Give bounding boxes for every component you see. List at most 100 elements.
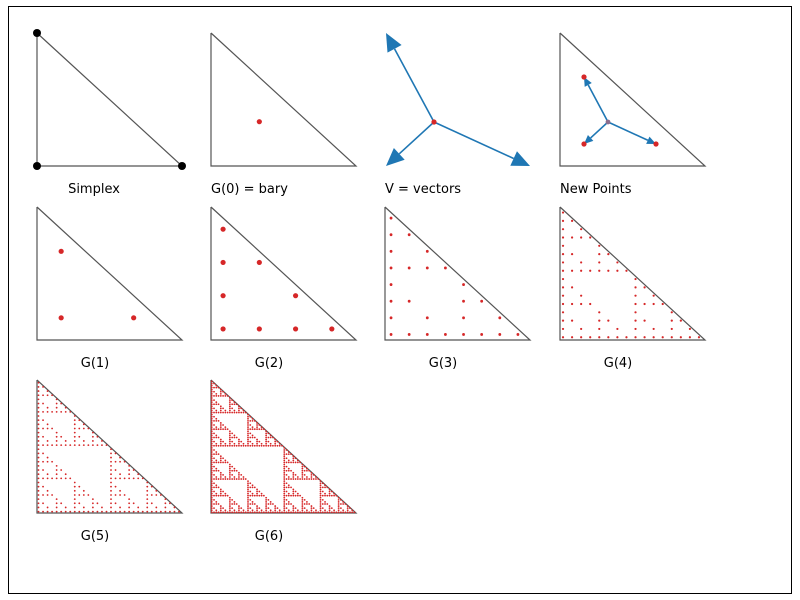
point <box>91 444 94 447</box>
point <box>324 494 326 497</box>
point <box>570 253 574 256</box>
point <box>37 473 40 476</box>
point <box>213 428 215 431</box>
point <box>132 502 135 505</box>
point <box>228 501 231 503</box>
point <box>561 302 565 306</box>
point <box>42 410 44 413</box>
point <box>210 409 213 412</box>
point <box>634 277 637 281</box>
point <box>217 469 220 472</box>
point <box>339 503 342 505</box>
point <box>321 511 324 514</box>
point <box>146 502 149 505</box>
point <box>333 492 335 495</box>
point <box>219 488 222 491</box>
point <box>634 311 637 314</box>
point <box>240 511 243 514</box>
point <box>91 431 94 434</box>
point <box>91 502 94 505</box>
point <box>269 444 272 447</box>
point <box>114 460 117 463</box>
point <box>224 442 227 445</box>
point <box>570 336 574 339</box>
point <box>292 478 295 480</box>
point <box>215 419 218 422</box>
point <box>267 444 270 447</box>
point <box>58 248 64 254</box>
point <box>222 390 224 393</box>
point <box>235 503 238 505</box>
point <box>324 484 326 487</box>
point <box>169 510 171 513</box>
point <box>210 401 213 404</box>
point <box>247 432 249 435</box>
point <box>238 474 240 476</box>
point <box>267 440 270 443</box>
point <box>37 456 40 459</box>
point <box>339 507 342 510</box>
point <box>110 489 112 492</box>
arrow-shaft <box>587 84 609 123</box>
point <box>292 326 299 332</box>
point <box>287 451 290 453</box>
point <box>267 436 270 439</box>
point <box>285 461 288 464</box>
point <box>251 503 254 505</box>
point <box>249 482 252 485</box>
point <box>87 427 90 430</box>
point <box>294 494 297 497</box>
point <box>73 510 76 513</box>
point <box>101 506 103 509</box>
point <box>105 444 108 447</box>
point <box>169 502 171 505</box>
point <box>296 461 299 464</box>
point <box>215 492 218 495</box>
point <box>215 403 218 406</box>
point <box>247 430 249 433</box>
point <box>55 435 58 438</box>
vector-arrow-left <box>584 121 609 144</box>
point <box>73 444 76 447</box>
point <box>256 505 258 507</box>
point <box>219 478 222 480</box>
point <box>324 511 326 514</box>
point <box>262 511 265 514</box>
point <box>315 511 317 514</box>
point <box>240 444 243 447</box>
point <box>114 510 117 513</box>
point <box>247 419 249 422</box>
point <box>235 403 238 406</box>
point <box>42 444 44 447</box>
point <box>269 442 272 445</box>
point <box>292 492 295 495</box>
point <box>290 478 292 480</box>
point <box>247 482 249 485</box>
arrow-head <box>646 136 656 144</box>
vertex-dot <box>33 162 41 170</box>
point <box>308 478 311 480</box>
point <box>155 489 158 492</box>
point <box>634 336 637 339</box>
point <box>260 509 263 512</box>
point <box>425 316 429 320</box>
point <box>215 469 218 472</box>
point <box>425 249 429 253</box>
point <box>96 435 99 438</box>
point <box>220 326 226 332</box>
point <box>210 444 213 447</box>
point <box>215 509 218 512</box>
point <box>346 507 349 510</box>
point <box>213 395 215 397</box>
point <box>210 432 213 435</box>
point <box>324 486 326 489</box>
point <box>301 469 304 472</box>
point <box>233 511 236 514</box>
point <box>228 430 231 433</box>
point <box>570 219 574 222</box>
point <box>215 411 218 414</box>
point <box>217 395 220 397</box>
point <box>217 419 220 422</box>
point <box>326 511 329 514</box>
point <box>228 436 231 439</box>
